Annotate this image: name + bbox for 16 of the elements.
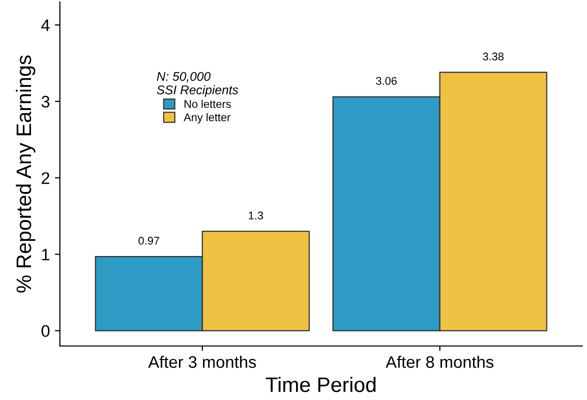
- legend-label: Any letter: [184, 113, 230, 124]
- data-label: 1.3: [248, 212, 264, 220]
- y-tick-label: 4: [41, 20, 50, 31]
- x-tick-label: After 3 months: [148, 356, 256, 368]
- legend-label: No letters: [184, 100, 231, 108]
- y-tick-label: 2: [42, 172, 50, 184]
- x-tick-label: After 8 months: [386, 356, 494, 368]
- y-axis-title: % Reported Any Earnings: [16, 55, 36, 293]
- x-axis-title: Time Period: [266, 376, 376, 392]
- y-tick-label: 1: [42, 248, 50, 260]
- y-tick-label: 3: [42, 96, 50, 108]
- data-label: 0.97: [138, 236, 160, 245]
- data-label: 3.06: [376, 77, 397, 85]
- y-tick-label: 0: [42, 325, 50, 337]
- data-label: 3.38: [482, 52, 504, 60]
- legend-title: N: 50,000 SSI Recipients: [156, 72, 238, 97]
